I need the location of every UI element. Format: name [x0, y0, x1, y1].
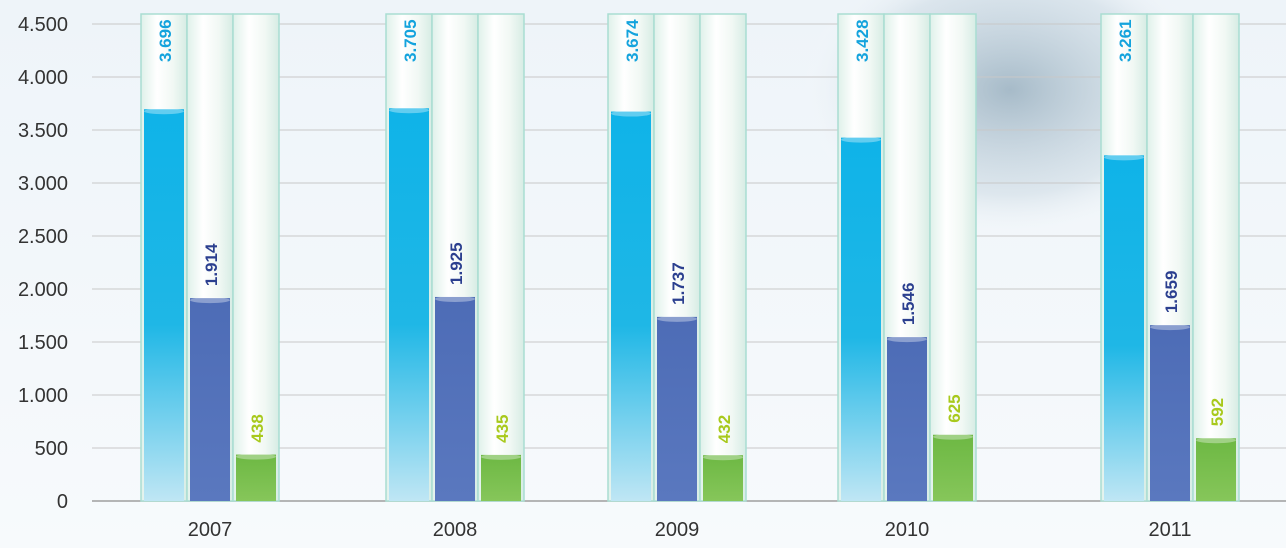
data-label: 1.546 [899, 283, 918, 326]
x-tick-label: 2007 [188, 519, 233, 541]
y-tick-label: 3.000 [18, 173, 68, 195]
bar [611, 111, 651, 501]
bars: 3.696 1.914 438 3.705 1.925 435 3.674 1.737 432 3… [140, 13, 1240, 502]
y-tick-label: 3.500 [18, 120, 68, 142]
bar [236, 454, 276, 501]
bar [1196, 438, 1236, 501]
data-label: 1.914 [202, 243, 221, 286]
bar [1150, 325, 1190, 501]
bar [657, 316, 697, 501]
y-tick-label: 4.000 [18, 67, 68, 89]
bar-tube [929, 13, 977, 502]
bar-tube [477, 13, 525, 502]
bar-surface [481, 453, 521, 460]
bar-surface [236, 453, 276, 460]
bar [933, 434, 973, 501]
bar-surface [887, 336, 927, 343]
bar [481, 454, 521, 501]
bar-surface [933, 433, 973, 440]
bar [703, 455, 743, 501]
y-axis: 0 500 1.000 1.500 2.000 2.500 3.000 3.500 4.000 4… [18, 14, 68, 513]
bar-tube [699, 13, 747, 502]
y-tick-label: 2.000 [18, 279, 68, 301]
bar-surface [435, 295, 475, 302]
bar-tube [232, 13, 280, 502]
data-label: 625 [945, 394, 964, 422]
bar-surface [389, 107, 429, 114]
data-label: 3.428 [853, 19, 872, 62]
data-label: 432 [715, 415, 734, 443]
y-tick-label: 2.500 [18, 226, 68, 248]
data-label: 3.674 [623, 19, 642, 62]
bar-surface [657, 315, 697, 322]
data-label: 3.705 [401, 19, 420, 62]
y-tick-label: 500 [35, 438, 68, 460]
bar [887, 337, 927, 501]
x-axis: 2007 2008 2009 2010 2011 [188, 519, 1192, 541]
data-label: 1.659 [1162, 271, 1181, 314]
bar-surface [144, 108, 184, 115]
bar [190, 298, 230, 501]
x-tick-label: 2008 [433, 519, 478, 541]
y-tick-label: 1.000 [18, 385, 68, 407]
bar-surface [1196, 437, 1236, 444]
bar-surface [1150, 324, 1190, 331]
data-label: 3.696 [156, 19, 175, 62]
data-label: 1.737 [669, 262, 688, 305]
bar [389, 108, 429, 502]
y-tick-label: 1.500 [18, 332, 68, 354]
bar [144, 109, 184, 501]
bar [841, 137, 881, 501]
y-tick-label: 4.500 [18, 14, 68, 36]
data-label: 435 [493, 415, 512, 443]
y-tick-label: 0 [57, 491, 68, 513]
x-tick-label: 2009 [655, 519, 700, 541]
bar-tube [1192, 13, 1240, 502]
data-label: 3.261 [1116, 19, 1135, 62]
bar-surface [190, 297, 230, 304]
x-tick-label: 2010 [885, 519, 930, 541]
x-tick-label: 2011 [1148, 519, 1191, 541]
bar-surface [703, 454, 743, 461]
data-label: 1.925 [447, 242, 466, 285]
data-label: 438 [248, 414, 267, 442]
data-label: 592 [1208, 398, 1227, 426]
bar [435, 296, 475, 501]
bar-surface [1104, 154, 1144, 161]
bar [1104, 155, 1144, 502]
bar-surface [841, 136, 881, 143]
bar-surface [611, 110, 651, 117]
